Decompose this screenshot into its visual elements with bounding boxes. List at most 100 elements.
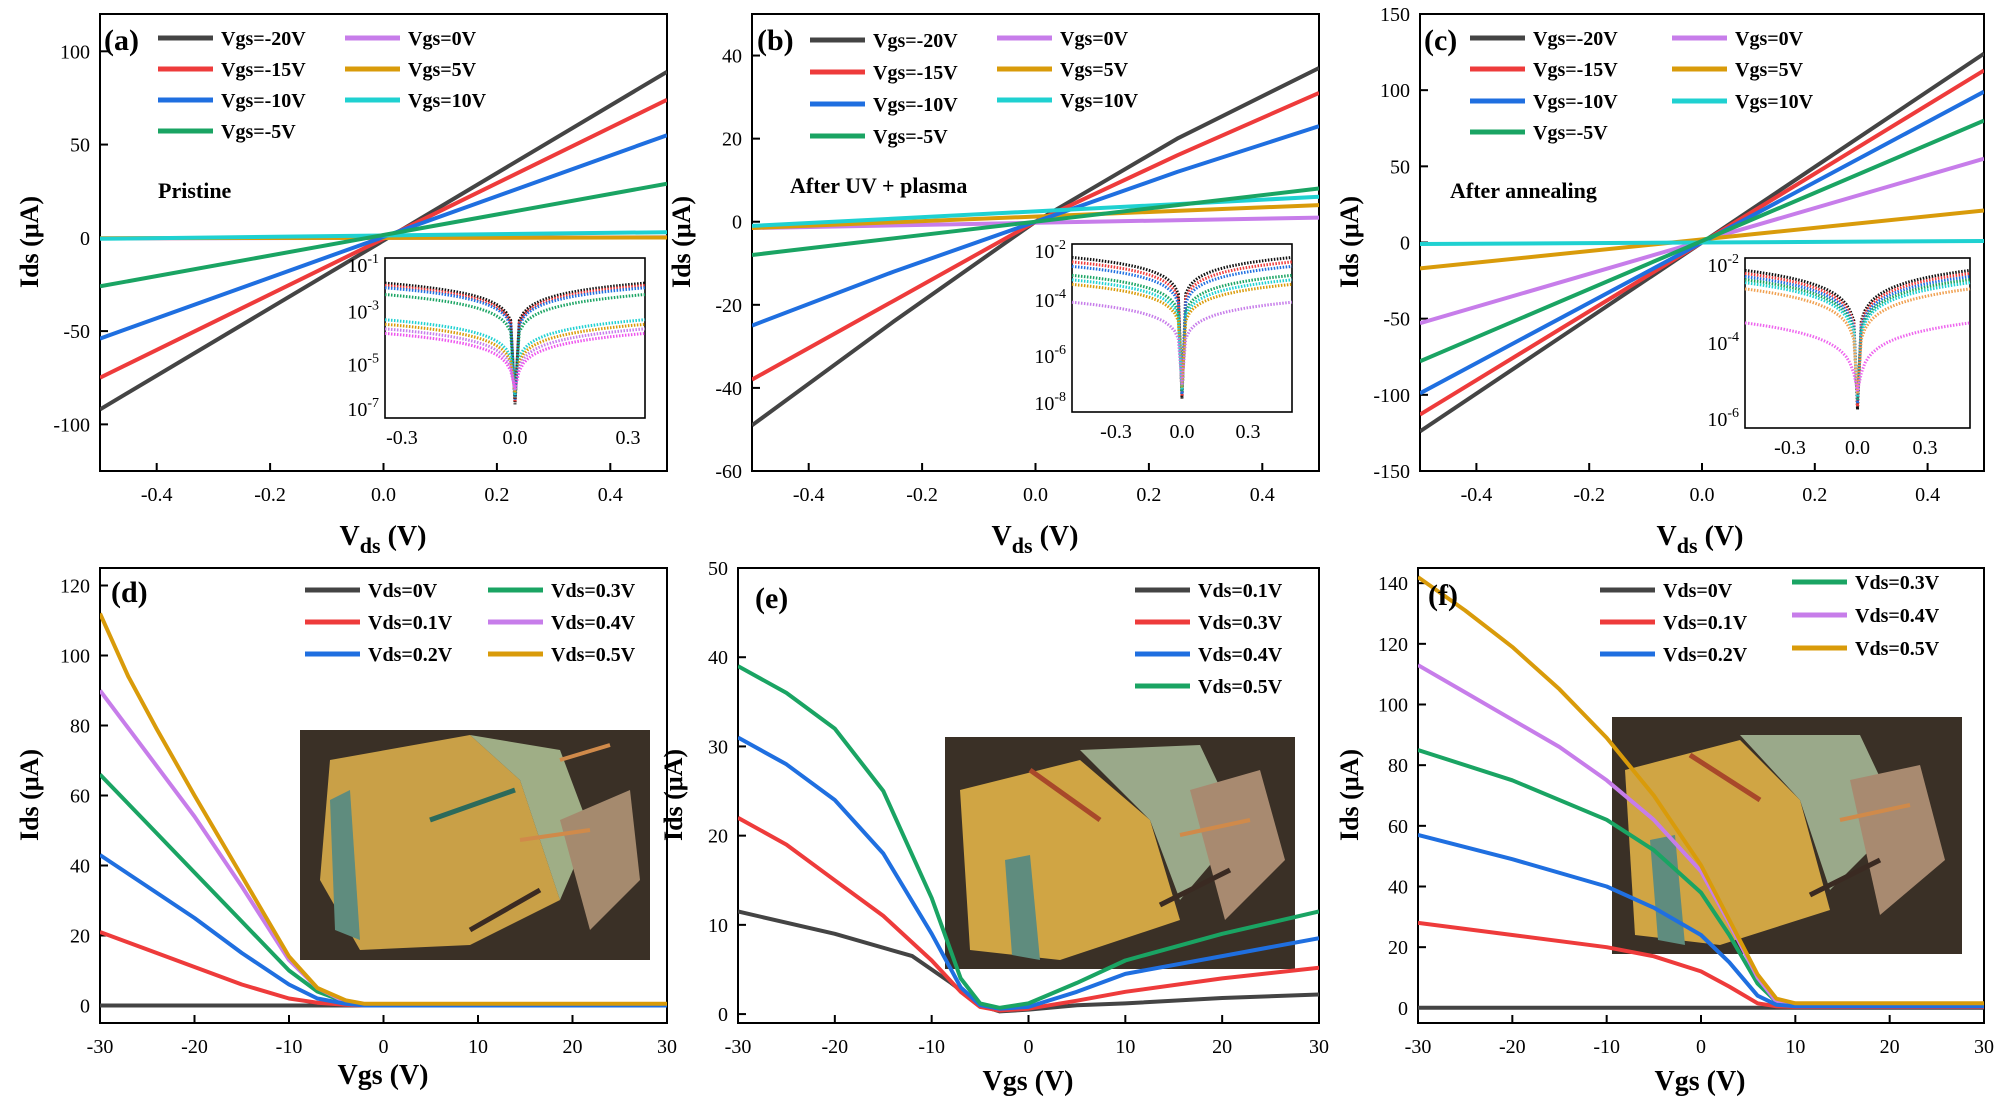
series-line: [752, 186, 1319, 257]
inset-curve: [1744, 272, 1971, 407]
x-tick-label: 10: [468, 1036, 488, 1058]
y-tick-label: 50: [708, 558, 728, 580]
legend: Vds=0V Vds=0.3V Vds=0.1V Vds=0.4V Vds=0.…: [305, 580, 636, 666]
legend-label: Vgs=10V: [1735, 91, 1814, 113]
inset-curve: [384, 322, 646, 394]
x-axis-label: Vds (V): [340, 521, 427, 558]
y-tick-label: 150: [1380, 4, 1410, 26]
series-lines: [738, 664, 1319, 1014]
legend: Vgs=-20V Vgs=0V Vgs=-15V Vgs=5V Vgs=-10V…: [1470, 28, 1814, 144]
y-tick-label: 60: [1388, 816, 1408, 838]
x-axis-label-sub: ds: [360, 533, 381, 558]
panel-label: (d): [111, 576, 148, 609]
x-axis-label-unit: (V): [381, 521, 427, 552]
series-line: [1418, 832, 1984, 1009]
y-tick-label: 0: [718, 1004, 728, 1026]
y-tick-label: 120: [1378, 634, 1408, 656]
inset-y-tick-label: 10-2: [1034, 238, 1066, 263]
y-tick-label: -50: [63, 321, 90, 343]
panel-label: (f): [1428, 579, 1458, 612]
inset-x-tick-label: -0.3: [1774, 437, 1806, 459]
series-line: [1418, 575, 1984, 1006]
legend-label: Vgs=-10V: [1533, 91, 1618, 113]
x-axis-label: Vds (V): [1657, 521, 1744, 558]
y-tick-label: 100: [1380, 80, 1410, 102]
y-tick-label: 20: [708, 826, 728, 848]
y-tick-label: 40: [722, 46, 742, 68]
y-tick-label: 50: [70, 135, 90, 157]
y-tick-label: 50: [1390, 156, 1410, 178]
inset-y-tick-label: 10-8: [1034, 390, 1066, 415]
y-axis-label: Ids (μA): [15, 749, 44, 841]
x-ticks: -30 -20 -10 0 10 20 30: [725, 1015, 1329, 1058]
inset-ticks: -0.3 0.0 0.3 10-2 10-4 10-6 10-8: [1034, 238, 1260, 443]
legend-label: Vgs=0V: [1060, 28, 1129, 50]
y-tick-label: 0: [1398, 998, 1408, 1020]
y-axis-label: Ids (μA): [1335, 196, 1364, 288]
legend: Vds=0V Vds=0.3V Vds=0.1V Vds=0.4V Vds=0.…: [1600, 572, 1940, 666]
x-tick-label: 0.2: [1802, 484, 1827, 506]
inset-curve: [384, 331, 646, 389]
legend-label: Vds=0.3V: [1198, 612, 1283, 634]
x-axis-label: Vds (V): [992, 521, 1079, 558]
y-tick-label: 0: [80, 228, 90, 250]
x-tick-label: 0.2: [484, 484, 509, 506]
inset-curve: [1071, 260, 1293, 397]
inset-y-tick-label: 10-4: [1034, 287, 1066, 312]
legend-label: Vds=0.5V: [1198, 676, 1283, 698]
legend-label: Vgs=-20V: [873, 30, 958, 52]
y-tick-label: 0: [1400, 233, 1410, 255]
inset-curve: [1071, 278, 1293, 390]
legend-label: Vgs=-10V: [873, 94, 958, 116]
x-axis-label-main: V: [1657, 521, 1677, 552]
x-tick-label: -10: [276, 1036, 303, 1058]
legend-label: Vds=0.1V: [368, 612, 453, 634]
y-tick-label: 80: [1388, 755, 1408, 777]
y-tick-label: 100: [60, 41, 90, 63]
x-tick-label: -10: [918, 1036, 945, 1058]
x-ticks: -30 -20 -10 0 10 20 30: [1405, 1015, 1994, 1058]
x-tick-label: -20: [181, 1036, 208, 1058]
x-tick-label: -0.4: [1461, 484, 1493, 506]
legend-label: Vgs=-15V: [873, 62, 958, 84]
x-tick-label: -0.4: [793, 484, 825, 506]
inset-ticks: -0.3 0.0 0.3 10-2 10-4 10-6: [1707, 252, 1937, 459]
annotation: Pristine: [158, 178, 232, 203]
y-ticks: 0 20 40 60 80 100 120: [60, 576, 108, 1018]
x-tick-label: -30: [87, 1036, 114, 1058]
legend-label: Vgs=5V: [1060, 59, 1129, 81]
x-tick-label: -0.2: [1573, 484, 1605, 506]
y-tick-label: 20: [70, 926, 90, 948]
x-tick-label: 20: [563, 1036, 583, 1058]
y-tick-label: 0: [80, 996, 90, 1018]
inset-curve: [1071, 282, 1293, 388]
x-tick-label: 30: [657, 1036, 677, 1058]
y-tick-label: 120: [60, 576, 90, 598]
inset-y-tick-label: 10-2: [1707, 252, 1739, 277]
legend-label: Vgs=-15V: [221, 59, 306, 81]
x-tick-label: -30: [1405, 1036, 1432, 1058]
legend-label: Vgs=-15V: [1533, 59, 1618, 81]
x-tick-label: 10: [1785, 1036, 1805, 1058]
y-axis-label: Ids (μA): [15, 196, 44, 288]
inset-plot: -0.3 0.0 0.3 10-2 10-4 10-6 10-8: [1034, 238, 1293, 443]
series-line: [1418, 663, 1984, 1007]
legend-label: Vds=0.4V: [1855, 605, 1940, 627]
inset-y-tick-label: 10-4: [1707, 330, 1739, 355]
x-tick-label: 20: [1880, 1036, 1900, 1058]
y-axis-label: Ids (μA): [1335, 749, 1364, 841]
legend-label: Vds=0V: [368, 580, 438, 602]
inset-x-tick-label: 0.0: [503, 427, 528, 449]
x-tick-label: -30: [725, 1036, 752, 1058]
inset-curve: [1071, 264, 1293, 395]
inset-curve: [384, 281, 646, 405]
annotation: After UV + plasma: [790, 173, 967, 198]
inset-y-tick-label: 10-6: [1034, 343, 1066, 368]
legend-label: Vds=0.5V: [1855, 638, 1940, 660]
series-line: [752, 194, 1319, 228]
x-axis-label-main: V: [992, 521, 1012, 552]
y-tick-label: 0: [732, 212, 742, 234]
panel-label: (b): [757, 24, 794, 57]
y-tick-label: -100: [53, 414, 90, 436]
